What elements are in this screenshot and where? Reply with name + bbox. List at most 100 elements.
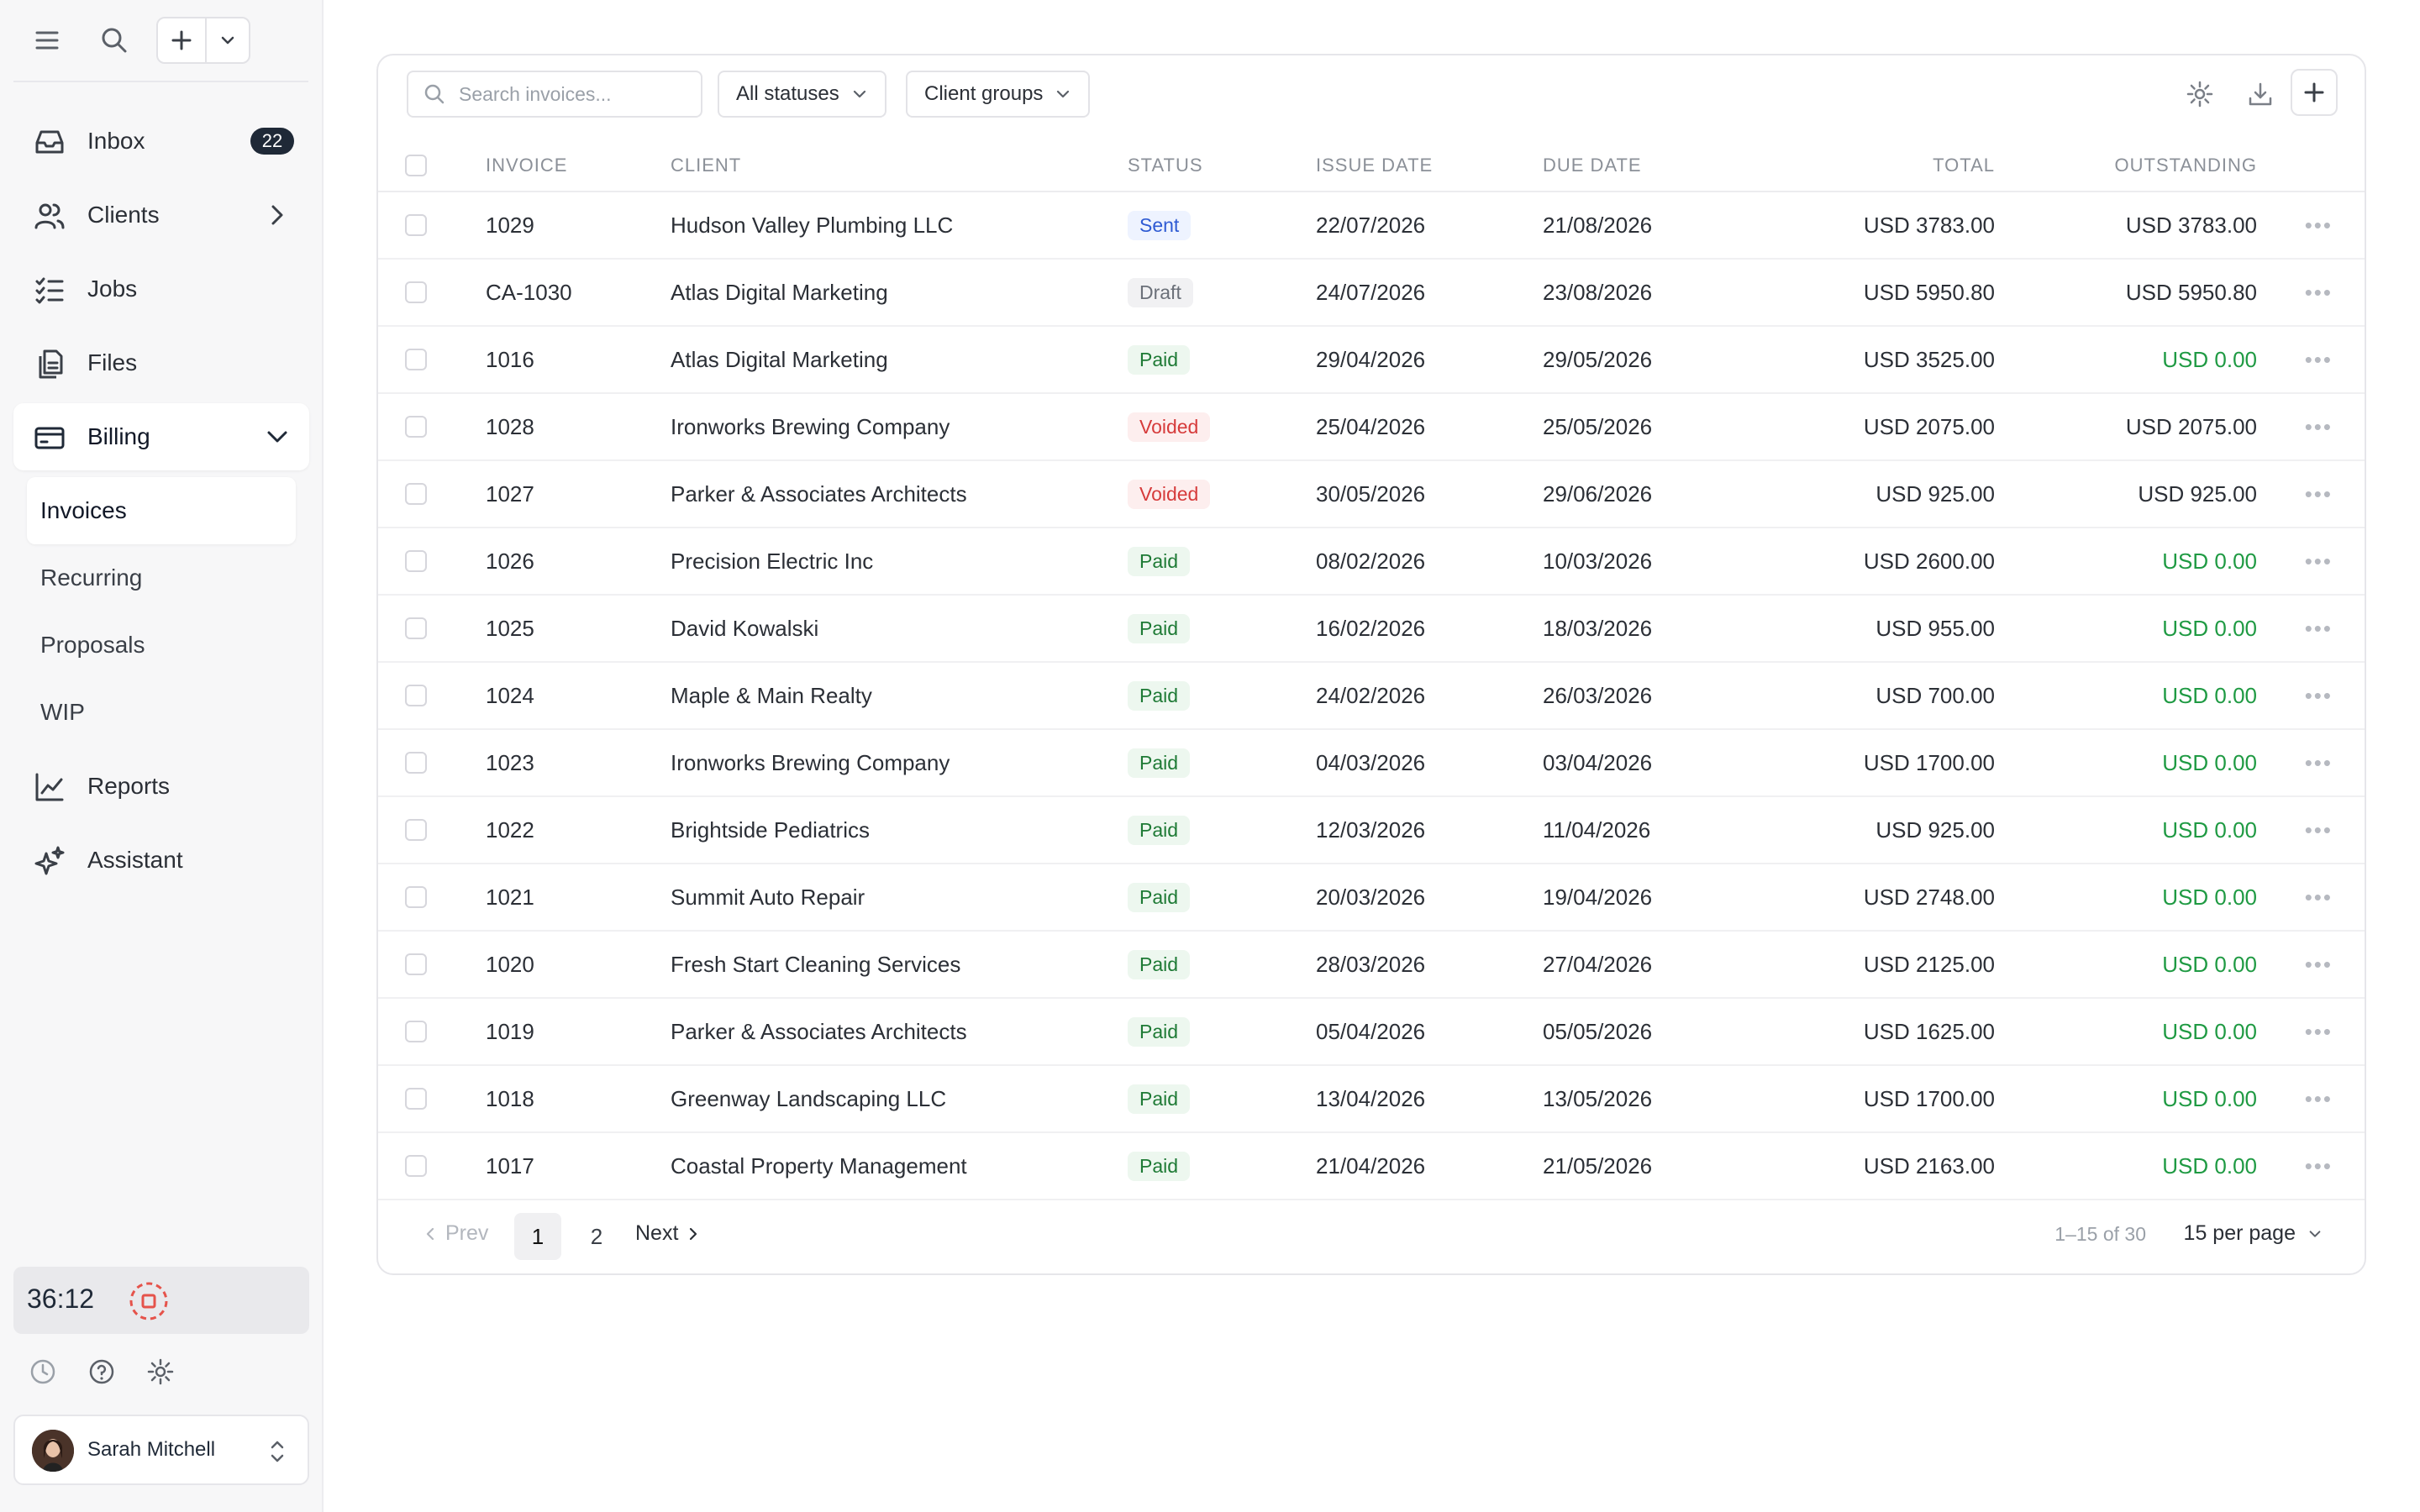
row-checkbox[interactable]: [405, 1088, 427, 1110]
row-checkbox[interactable]: [405, 886, 427, 908]
table-row[interactable]: CA-1030 Atlas Digital Marketing Draft 24/07…: [378, 259, 2365, 327]
row-checkbox[interactable]: [405, 416, 427, 438]
header-outstanding[interactable]: OUTSTANDING: [1995, 139, 2257, 192]
more-options-icon[interactable]: •••: [2304, 1152, 2333, 1179]
invoice-number[interactable]: 1017: [486, 1132, 671, 1200]
prev-page-button[interactable]: Prev: [424, 1221, 488, 1246]
table-row[interactable]: 1027 Parker & Associates Architects Voided…: [378, 460, 2365, 528]
client-name[interactable]: Fresh Start Cleaning Services: [671, 931, 1128, 999]
row-checkbox[interactable]: [405, 617, 427, 639]
row-checkbox[interactable]: [405, 1155, 427, 1177]
more-options-icon[interactable]: •••: [2304, 346, 2333, 372]
row-checkbox[interactable]: [405, 281, 427, 303]
table-row[interactable]: 1025 David Kowalski Paid 16/02/2026 18/03/20…: [378, 595, 2365, 663]
table-row[interactable]: 1028 Ironworks Brewing Company Voided 25/04…: [378, 393, 2365, 461]
sidebar-subitem-proposals[interactable]: Proposals: [40, 632, 145, 658]
invoice-number[interactable]: 1018: [486, 1065, 671, 1133]
more-options-icon[interactable]: •••: [2304, 1085, 2333, 1111]
client-name[interactable]: Ironworks Brewing Company: [671, 393, 1128, 461]
more-options-icon[interactable]: •••: [2304, 413, 2333, 439]
client-name[interactable]: Atlas Digital Marketing: [671, 326, 1128, 394]
table-row[interactable]: 1018 Greenway Landscaping LLC Paid 13/04/20…: [378, 1065, 2365, 1133]
client-name[interactable]: Maple & Main Realty: [671, 662, 1128, 730]
invoice-number[interactable]: 1019: [486, 998, 671, 1066]
more-options-icon[interactable]: •••: [2304, 212, 2333, 238]
table-row[interactable]: 1017 Coastal Property Management Paid 21/04…: [378, 1132, 2365, 1200]
sidebar-item-assistant[interactable]: Assistant: [13, 827, 309, 894]
more-options-icon[interactable]: •••: [2304, 615, 2333, 641]
client-name[interactable]: Parker & Associates Architects: [671, 998, 1128, 1066]
sidebar-subitem-recurring[interactable]: Recurring: [40, 564, 143, 591]
client-name[interactable]: Greenway Landscaping LLC: [671, 1065, 1128, 1133]
invoice-number[interactable]: 1023: [486, 729, 671, 797]
client-name[interactable]: Summit Auto Repair: [671, 864, 1128, 932]
invoice-number[interactable]: CA-1030: [486, 259, 671, 327]
sidebar-subitem-wip[interactable]: WIP: [40, 699, 85, 725]
client-name[interactable]: David Kowalski: [671, 595, 1128, 663]
sidebar-item-files[interactable]: Files: [13, 329, 309, 396]
client-name[interactable]: Parker & Associates Architects: [671, 460, 1128, 528]
row-checkbox[interactable]: [405, 953, 427, 975]
more-options-icon[interactable]: •••: [2304, 279, 2333, 305]
sidebar-item-inbox[interactable]: Inbox 22: [13, 108, 309, 175]
sidebar-item-reports[interactable]: Reports: [13, 753, 309, 820]
table-row[interactable]: 1029 Hudson Valley Plumbing LLC Sent 22/07/…: [378, 192, 2365, 260]
more-options-icon[interactable]: •••: [2304, 816, 2333, 843]
header-status[interactable]: STATUS: [1128, 139, 1316, 192]
table-row[interactable]: 1024 Maple & Main Realty Paid 24/02/2026 26/…: [378, 662, 2365, 730]
row-checkbox[interactable]: [405, 1021, 427, 1042]
sidebar-subitem-invoices[interactable]: Invoices: [27, 477, 296, 544]
invoice-number[interactable]: 1021: [486, 864, 671, 932]
client-name[interactable]: Coastal Property Management: [671, 1132, 1128, 1200]
client-name[interactable]: Brightside Pediatrics: [671, 796, 1128, 864]
row-checkbox[interactable]: [405, 550, 427, 572]
table-row[interactable]: 1022 Brightside Pediatrics Paid 12/03/2026 1…: [378, 796, 2365, 864]
select-all-checkbox[interactable]: [405, 154, 427, 176]
table-row[interactable]: 1023 Ironworks Brewing Company Paid 04/03/2…: [378, 729, 2365, 797]
client-groups-dropdown[interactable]: Client groups: [906, 71, 1091, 118]
row-checkbox[interactable]: [405, 685, 427, 706]
client-name[interactable]: Ironworks Brewing Company: [671, 729, 1128, 797]
more-options-icon[interactable]: •••: [2304, 884, 2333, 910]
table-row[interactable]: 1020 Fresh Start Cleaning Services Paid 28/…: [378, 931, 2365, 999]
row-checkbox[interactable]: [405, 819, 427, 841]
invoice-number[interactable]: 1025: [486, 595, 671, 663]
invoice-number[interactable]: 1029: [486, 192, 671, 260]
plus-icon[interactable]: [158, 18, 207, 62]
client-name[interactable]: Precision Electric Inc: [671, 528, 1128, 596]
more-options-icon[interactable]: •••: [2304, 480, 2333, 507]
client-name[interactable]: Hudson Valley Plumbing LLC: [671, 192, 1128, 260]
clock-icon[interactable]: [29, 1357, 57, 1386]
row-checkbox[interactable]: [405, 349, 427, 370]
sidebar-item-jobs[interactable]: Jobs: [13, 255, 309, 323]
header-total[interactable]: TOTAL: [1770, 139, 1995, 192]
invoice-number[interactable]: 1026: [486, 528, 671, 596]
search-input[interactable]: [459, 82, 694, 106]
row-checkbox[interactable]: [405, 752, 427, 774]
table-row[interactable]: 1019 Parker & Associates Architects Paid 05…: [378, 998, 2365, 1066]
table-row[interactable]: 1021 Summit Auto Repair Paid 20/03/2026 19/0…: [378, 864, 2365, 932]
table-row[interactable]: 1016 Atlas Digital Marketing Paid 29/04/202…: [378, 326, 2365, 394]
invoice-number[interactable]: 1016: [486, 326, 671, 394]
more-options-icon[interactable]: •••: [2304, 682, 2333, 708]
next-page-button[interactable]: Next: [635, 1221, 700, 1246]
row-checkbox[interactable]: [405, 214, 427, 236]
stop-timer-icon[interactable]: [128, 1280, 170, 1322]
user-account-switcher[interactable]: Sarah Mitchell: [13, 1415, 309, 1485]
table-row[interactable]: 1026 Precision Electric Inc Paid 08/02/2026…: [378, 528, 2365, 596]
search-icon[interactable]: [97, 24, 131, 57]
invoice-number[interactable]: 1024: [486, 662, 671, 730]
page-2-button[interactable]: 2: [590, 1223, 603, 1249]
invoice-number[interactable]: 1028: [486, 393, 671, 461]
add-invoice-button[interactable]: [2291, 69, 2338, 116]
download-icon[interactable]: [2240, 74, 2281, 114]
header-invoice[interactable]: INVOICE: [486, 139, 671, 192]
help-icon[interactable]: [87, 1357, 116, 1386]
more-options-icon[interactable]: •••: [2304, 951, 2333, 977]
status-filter-dropdown[interactable]: All statuses: [718, 71, 886, 118]
header-issue-date[interactable]: ISSUE DATE: [1316, 139, 1543, 192]
header-client[interactable]: CLIENT: [671, 139, 1128, 192]
sidebar-item-billing[interactable]: Billing: [13, 403, 309, 470]
client-name[interactable]: Atlas Digital Marketing: [671, 259, 1128, 327]
invoice-number[interactable]: 1020: [486, 931, 671, 999]
